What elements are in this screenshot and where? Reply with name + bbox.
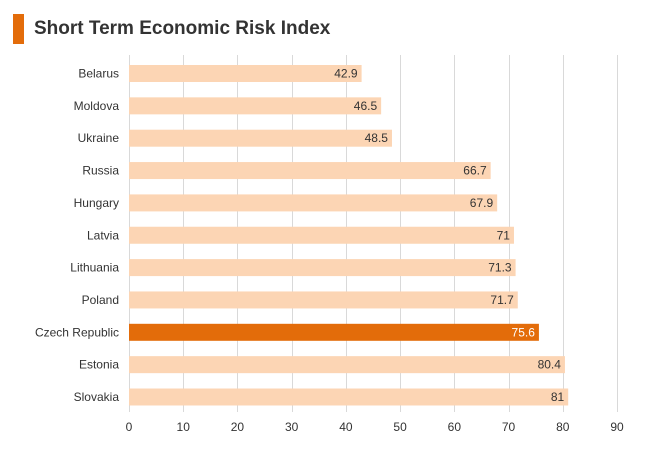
data-labels: 42.9 46.5 48.5 66.7 67.9 71 71.3 71.7 75.6 80.4 81 <box>334 67 564 405</box>
category-label: Poland <box>82 293 119 307</box>
bar <box>129 65 362 82</box>
chart-title: Short Term Economic Risk Index <box>34 18 331 39</box>
bar <box>129 291 518 309</box>
data-label: 75.6 <box>512 325 536 339</box>
category-label: Lithuania <box>70 261 119 275</box>
bar <box>129 259 516 277</box>
x-tick-label: 60 <box>448 420 462 434</box>
title-accent-bar <box>13 14 24 44</box>
category-label: Latvia <box>87 228 119 242</box>
x-tick-label: 10 <box>177 420 191 434</box>
bar <box>129 323 539 341</box>
bar <box>129 97 382 115</box>
data-label: 67.9 <box>470 196 494 210</box>
x-tick-label: 80 <box>556 420 570 434</box>
bar <box>129 194 498 212</box>
category-label: Slovakia <box>74 390 120 404</box>
category-label: Ukraine <box>78 131 120 145</box>
data-label: 71 <box>497 228 511 242</box>
bar <box>129 388 569 406</box>
x-tick-label: 40 <box>339 420 353 434</box>
category-labels: Belarus Moldova Ukraine Russia Hungary Latvia… <box>35 67 119 405</box>
data-label: 81 <box>551 390 565 404</box>
x-tick-label: 30 <box>285 420 299 434</box>
category-label: Belarus <box>78 67 119 81</box>
data-label: 71.3 <box>488 261 512 275</box>
x-tick-label: 70 <box>502 420 516 434</box>
data-label: 71.7 <box>490 293 514 307</box>
data-label: 80.4 <box>538 358 562 372</box>
x-tick-label: 50 <box>393 420 407 434</box>
category-label: Czech Republic <box>35 325 119 339</box>
category-label: Moldova <box>74 99 120 113</box>
x-tick-label: 20 <box>231 420 245 434</box>
data-label: 66.7 <box>463 164 487 178</box>
category-label: Estonia <box>79 358 119 372</box>
x-axis-tick-labels: 0 10 20 30 40 50 60 70 80 90 <box>126 420 624 434</box>
data-label: 46.5 <box>354 99 378 113</box>
x-tick-label: 90 <box>610 420 624 434</box>
x-tick-label: 0 <box>126 420 133 434</box>
bars <box>129 65 569 406</box>
category-label: Hungary <box>74 196 119 210</box>
category-label: Russia <box>82 164 119 178</box>
bar <box>129 226 514 244</box>
bar <box>129 356 565 374</box>
data-label: 42.9 <box>334 67 358 81</box>
bar <box>129 129 392 147</box>
data-label: 48.5 <box>365 131 389 145</box>
bar <box>129 162 491 180</box>
